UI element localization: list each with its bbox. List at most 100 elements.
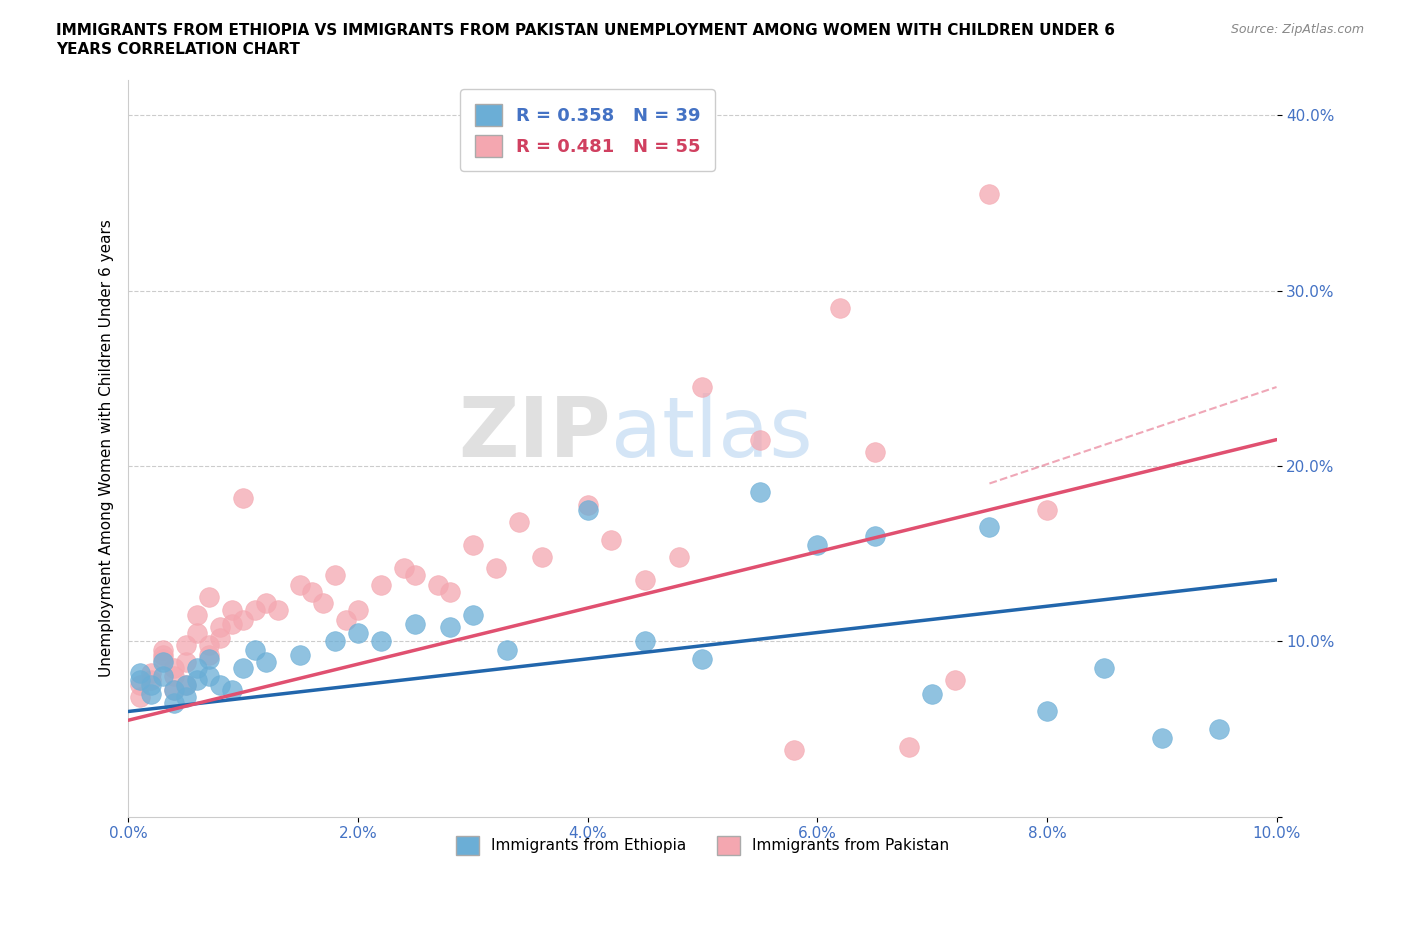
Point	[692, 379, 714, 394]
Y-axis label: Unemployment Among Women with Children Under 6 years: Unemployment Among Women with Children U…	[100, 219, 114, 677]
Point	[576, 502, 599, 517]
Text: atlas: atlas	[610, 393, 813, 474]
Point	[1150, 730, 1173, 745]
Point	[1036, 502, 1059, 517]
Point	[863, 528, 886, 543]
Point	[152, 655, 174, 670]
Point	[863, 445, 886, 459]
Point	[1036, 704, 1059, 719]
Point	[243, 643, 266, 658]
Point	[254, 655, 277, 670]
Text: ZIP: ZIP	[458, 393, 610, 474]
Point	[128, 690, 150, 705]
Point	[128, 666, 150, 681]
Point	[232, 613, 254, 628]
Point	[163, 669, 186, 684]
Point	[748, 485, 770, 499]
Point	[197, 648, 219, 663]
Point	[427, 578, 450, 592]
Point	[508, 514, 530, 529]
Point	[392, 560, 415, 575]
Point	[243, 603, 266, 618]
Point	[186, 607, 208, 622]
Point	[312, 595, 335, 610]
Point	[174, 655, 197, 670]
Point	[979, 520, 1001, 535]
Point	[163, 696, 186, 711]
Point	[404, 617, 426, 631]
Point	[323, 567, 346, 582]
Point	[209, 678, 232, 693]
Point	[461, 607, 484, 622]
Point	[461, 538, 484, 552]
Point	[128, 672, 150, 687]
Point	[221, 617, 243, 631]
Point	[163, 683, 186, 698]
Point	[141, 666, 163, 681]
Point	[254, 595, 277, 610]
Point	[186, 672, 208, 687]
Point	[197, 669, 219, 684]
Point	[370, 578, 392, 592]
Point	[163, 660, 186, 675]
Point	[485, 560, 508, 575]
Point	[209, 631, 232, 645]
Point	[634, 573, 657, 588]
Point	[806, 538, 828, 552]
Point	[370, 634, 392, 649]
Point	[186, 660, 208, 675]
Point	[174, 678, 197, 693]
Point	[141, 672, 163, 687]
Point	[748, 432, 770, 447]
Point	[232, 490, 254, 505]
Point	[301, 585, 323, 600]
Point	[197, 651, 219, 666]
Point	[347, 603, 370, 618]
Point	[290, 648, 312, 663]
Point	[186, 625, 208, 640]
Point	[152, 669, 174, 684]
Point	[141, 686, 163, 701]
Point	[152, 648, 174, 663]
Point	[221, 603, 243, 618]
Point	[335, 613, 357, 628]
Point	[668, 550, 690, 565]
Point	[1208, 722, 1230, 737]
Point	[197, 637, 219, 652]
Point	[943, 672, 966, 687]
Point	[439, 585, 461, 600]
Point	[266, 603, 288, 618]
Point	[921, 686, 943, 701]
Point	[347, 625, 370, 640]
Point	[1092, 660, 1115, 675]
Point	[576, 498, 599, 512]
Point	[599, 532, 621, 547]
Point	[830, 300, 852, 315]
Point	[979, 187, 1001, 202]
Point	[898, 739, 921, 754]
Point	[141, 678, 163, 693]
Point	[152, 643, 174, 658]
Legend: Immigrants from Ethiopia, Immigrants from Pakistan: Immigrants from Ethiopia, Immigrants fro…	[450, 830, 955, 860]
Text: IMMIGRANTS FROM ETHIOPIA VS IMMIGRANTS FROM PAKISTAN UNEMPLOYMENT AMONG WOMEN WI: IMMIGRANTS FROM ETHIOPIA VS IMMIGRANTS F…	[56, 23, 1115, 38]
Point	[174, 690, 197, 705]
Point	[174, 678, 197, 693]
Point	[323, 634, 346, 649]
Point	[209, 620, 232, 635]
Point	[152, 651, 174, 666]
Point	[439, 620, 461, 635]
Point	[783, 743, 806, 758]
Point	[174, 637, 197, 652]
Text: YEARS CORRELATION CHART: YEARS CORRELATION CHART	[56, 42, 299, 57]
Point	[404, 567, 426, 582]
Point	[128, 678, 150, 693]
Point	[634, 634, 657, 649]
Point	[692, 651, 714, 666]
Point	[197, 590, 219, 604]
Point	[232, 660, 254, 675]
Point	[290, 578, 312, 592]
Point	[530, 550, 553, 565]
Point	[221, 683, 243, 698]
Point	[163, 683, 186, 698]
Point	[496, 643, 519, 658]
